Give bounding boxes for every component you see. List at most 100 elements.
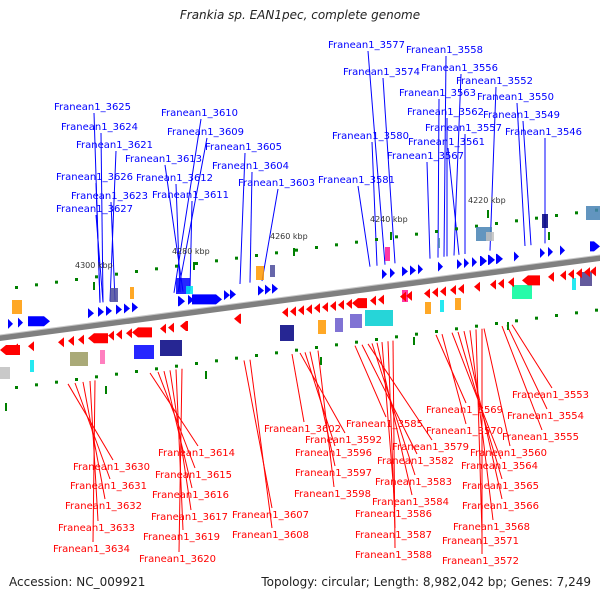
forward-gene-label: Franean1_3609 [167,127,244,138]
forward-gene-arrow [548,246,553,257]
forward-gene-arrow [178,296,185,307]
reverse-connector-line [317,350,335,488]
backbone-highlight [0,254,600,336]
gc-dot [535,316,538,320]
reverse-connector-line [387,341,396,529]
forward-connector-line [516,102,526,247]
gc-dot [495,322,498,325]
forward-gene-arrow [560,245,565,256]
forward-gene-label: Franean1_3603 [238,178,315,189]
cog-block [365,310,393,326]
gc-dot [135,370,138,373]
forward-gene-arrow [402,266,408,277]
gc-dot [235,356,238,360]
reverse-gene-label: Franean1_3572 [442,556,519,567]
cog-block [134,345,154,359]
reverse-connector-line [249,359,273,529]
backbone-band [0,255,600,341]
reverse-gene-arrow [440,286,446,297]
forward-connector-line [522,120,532,246]
reverse-gene-label: Franean1_3619 [143,532,220,543]
reverse-gene-arrow [116,329,122,340]
gc-dot [175,364,178,368]
forward-connector-line [100,132,104,303]
gc-dot [575,311,578,315]
reverse-connector-line [376,342,413,496]
reverse-gene-arrow [498,278,504,289]
gc-dot [275,251,278,255]
gc-dot [35,283,38,287]
gc-dot [335,343,338,347]
reverse-connector-line [157,371,196,469]
gc-dot [315,246,318,249]
gc-dot [55,380,58,384]
tick-mark [320,357,322,365]
reverse-gene-arrow [168,322,174,333]
forward-gene-label: Franean1_3557 [425,123,502,134]
forward-gene-arrow [457,259,462,270]
forward-gene-arrow [590,241,600,252]
gc-dot [375,238,378,241]
forward-gene-arrow [480,256,487,266]
forward-gene-arrow [132,302,138,313]
forward-gene-arrow [224,290,230,301]
reverse-gene-label: Franean1_3616 [152,490,229,501]
forward-gene-arrow [106,305,112,316]
forward-gene-label: Franean1_3610 [161,108,238,119]
reverse-gene-arrow [432,287,438,298]
reverse-gene-label: Franean1_3560 [470,448,547,459]
reverse-gene-arrow [58,337,64,348]
scale-tick-label: 4280 kbp [172,247,210,256]
reverse-gene-label: Franean1_3566 [462,501,539,512]
forward-gene-arrow [98,306,104,317]
scale-ticks: 4300 kbp 4280 kbp 4260 kbp 4240 kbp 4220 kbp [75,196,506,270]
gc-dot [315,346,318,349]
reverse-gene-label: Franean1_3570 [426,426,503,437]
reverse-gene-label: Franean1_3634 [53,544,130,555]
gc-dot [455,227,458,231]
cog-block [542,214,548,228]
reverse-gene-label: Franean1_3553 [512,390,589,401]
reverse-gene-label: Franean1_3617 [151,512,228,523]
gc-dot [35,383,38,387]
reverse-gene-label: Franean1_3588 [355,550,432,561]
forward-gene-arrow [488,254,495,265]
forward-gene-arrow [540,248,545,258]
reverse-gene-arrow [298,305,304,316]
reverse-gene-arrow [576,268,582,279]
reverse-gene-label: Franean1_3592 [305,435,382,446]
forward-gene-arrow [18,317,23,328]
reverse-gene-arrow [126,328,132,339]
reverse-gene-arrow [370,295,376,306]
forward-gene-arrow [514,251,519,262]
tick-mark [293,248,295,256]
reverse-gene-label: Franean1_3632 [65,501,142,512]
reverse-gene-arrow [352,298,367,309]
gc-dot [515,219,518,223]
reverse-gene-arrow [108,330,114,341]
gc-dot [595,308,598,312]
reverse-connector-line [309,351,336,467]
reverse-gene-label: Franean1_3571 [442,536,519,547]
gc-dot [95,275,98,279]
cog-block [586,206,600,220]
reverse-connector-line [291,353,305,423]
reverse-gene-arrow [508,277,514,288]
forward-connector-line [95,214,104,303]
forward-connector-line [249,171,253,283]
reverse-gene-label: Franean1_3620 [139,554,216,565]
forward-gene-label: Franean1_3550 [477,92,554,103]
reverse-gene-label: Franean1_3569 [426,405,503,416]
cog-block [318,320,326,334]
reverse-gene-arrow [548,271,554,282]
scale-tick-label: 4220 kbp [468,196,506,205]
forward-gene-label: Franean1_3613 [125,154,202,165]
reverse-gene-arrow [406,290,412,301]
forward-gene-arrow [192,294,222,305]
reverse-gene-label: Franean1_3555 [502,432,579,443]
backbone [0,254,600,341]
forward-gene-arrow [8,318,13,329]
reverse-gene-arrow [314,303,320,314]
gc-dot [415,332,418,336]
reverse-connector-line [392,340,396,549]
